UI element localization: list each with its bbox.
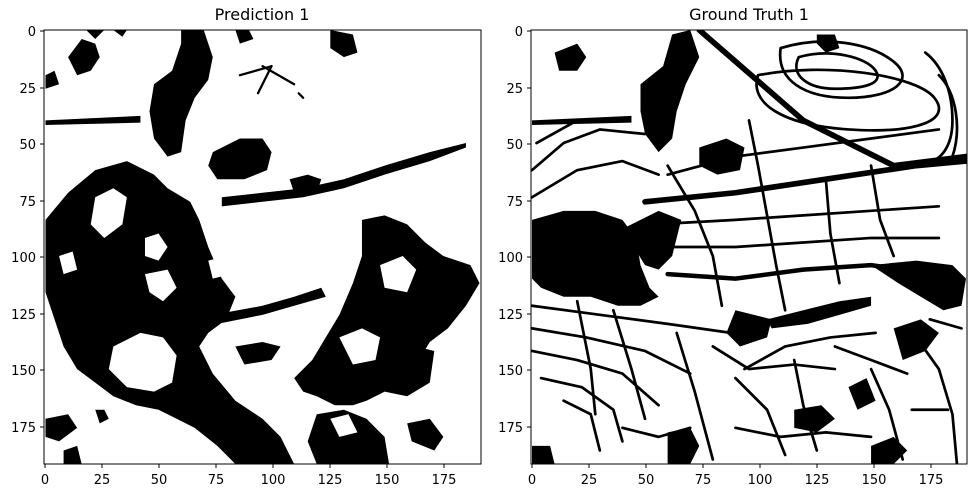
x-tick-label: 125 [805, 473, 830, 488]
x-tick-label: 150 [375, 473, 400, 488]
panel-title: Prediction 1 [215, 5, 310, 24]
y-tick-label: 0 [515, 25, 523, 40]
panel-ground-truth: Ground Truth 1 [498, 5, 968, 488]
axes-frame [43, 29, 482, 465]
x-tick-label: 25 [94, 473, 111, 488]
y-tick-label: 100 [498, 251, 523, 266]
x-tick-label: 75 [208, 473, 225, 488]
y-tick-label: 100 [11, 251, 36, 266]
y-tick-label: 175 [498, 421, 523, 436]
y-tick-label: 75 [19, 195, 36, 210]
mask-boundaries [531, 30, 967, 464]
y-tick-label: 125 [498, 308, 523, 323]
mask-regions [45, 30, 480, 464]
x-tick-label: 175 [919, 473, 944, 488]
y-tick-label: 25 [506, 82, 523, 97]
x-axis: 0 25 50 75 100 125 150 175 [41, 464, 457, 488]
y-tick-label: 150 [11, 364, 36, 379]
panel-prediction: Prediction 1 [11, 5, 482, 488]
x-tick-label: 175 [432, 473, 457, 488]
x-tick-label: 75 [695, 473, 712, 488]
prediction-mask [45, 30, 480, 464]
x-tick-label: 0 [528, 473, 536, 488]
y-tick-label: 75 [506, 195, 523, 210]
x-tick-label: 0 [41, 473, 49, 488]
x-tick-label: 25 [581, 473, 598, 488]
mask-lines [238, 65, 305, 99]
x-tick-label: 125 [318, 473, 343, 488]
y-tick-label: 50 [506, 138, 523, 153]
y-tick-label: 175 [11, 421, 36, 436]
ground-truth-mask [531, 30, 967, 464]
y-tick-label: 0 [28, 25, 36, 40]
x-tick-label: 150 [862, 473, 887, 488]
x-tick-label: 100 [261, 473, 286, 488]
y-axis: 0 25 50 75 100 125 150 175 [498, 25, 531, 436]
x-tick-label: 50 [638, 473, 655, 488]
mask-holes [59, 188, 417, 437]
y-tick-label: 25 [19, 82, 36, 97]
y-tick-label: 125 [11, 308, 36, 323]
y-tick-label: 150 [498, 364, 523, 379]
y-tick-label: 50 [19, 138, 36, 153]
y-axis: 0 25 50 75 100 125 150 175 [11, 25, 44, 436]
x-axis: 0 25 50 75 100 125 150 175 [528, 464, 944, 488]
panel-title: Ground Truth 1 [689, 5, 809, 24]
axes-frame [530, 29, 968, 465]
x-tick-label: 50 [151, 473, 168, 488]
x-tick-label: 100 [748, 473, 773, 488]
